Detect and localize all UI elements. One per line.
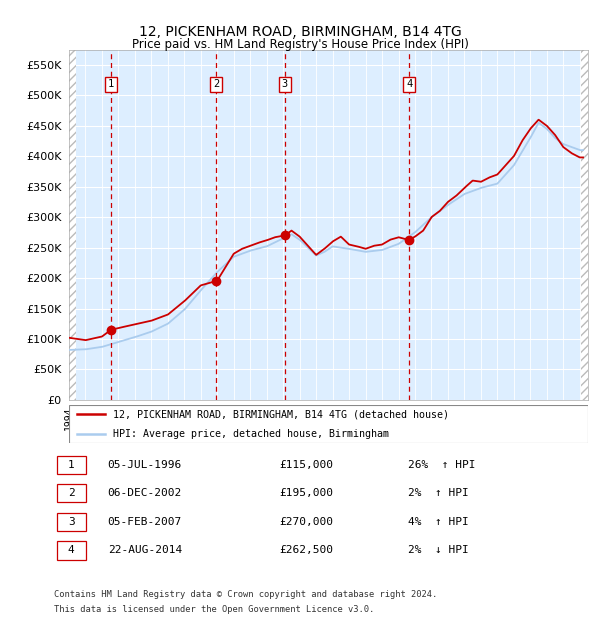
Text: Contains HM Land Registry data © Crown copyright and database right 2024.: Contains HM Land Registry data © Crown c… xyxy=(54,590,437,600)
Text: HPI: Average price, detached house, Birmingham: HPI: Average price, detached house, Birm… xyxy=(113,428,389,439)
Text: £195,000: £195,000 xyxy=(280,489,334,498)
Bar xyxy=(581,50,589,400)
Text: 4: 4 xyxy=(68,546,74,556)
Text: 26%  ↑ HPI: 26% ↑ HPI xyxy=(409,459,476,470)
Text: 3: 3 xyxy=(68,517,74,527)
Text: 22-AUG-2014: 22-AUG-2014 xyxy=(108,546,182,556)
Bar xyxy=(69,50,76,400)
Bar xyxy=(56,456,86,474)
Text: 2: 2 xyxy=(68,489,74,498)
Text: £115,000: £115,000 xyxy=(280,459,334,470)
Text: Price paid vs. HM Land Registry's House Price Index (HPI): Price paid vs. HM Land Registry's House … xyxy=(131,38,469,51)
Text: 06-DEC-2002: 06-DEC-2002 xyxy=(108,489,182,498)
Text: 3: 3 xyxy=(282,79,288,89)
Text: 05-JUL-1996: 05-JUL-1996 xyxy=(108,459,182,470)
Text: 4%  ↑ HPI: 4% ↑ HPI xyxy=(409,517,469,527)
Text: This data is licensed under the Open Government Licence v3.0.: This data is licensed under the Open Gov… xyxy=(54,605,374,614)
Text: 2%  ↑ HPI: 2% ↑ HPI xyxy=(409,489,469,498)
Text: 05-FEB-2007: 05-FEB-2007 xyxy=(108,517,182,527)
Text: £270,000: £270,000 xyxy=(280,517,334,527)
Text: £262,500: £262,500 xyxy=(280,546,334,556)
Text: 4: 4 xyxy=(406,79,412,89)
Text: 2: 2 xyxy=(213,79,219,89)
Text: 1: 1 xyxy=(68,459,74,470)
Bar xyxy=(56,513,86,531)
Text: 12, PICKENHAM ROAD, BIRMINGHAM, B14 4TG: 12, PICKENHAM ROAD, BIRMINGHAM, B14 4TG xyxy=(139,25,461,39)
Text: 2%  ↓ HPI: 2% ↓ HPI xyxy=(409,546,469,556)
Text: 12, PICKENHAM ROAD, BIRMINGHAM, B14 4TG (detached house): 12, PICKENHAM ROAD, BIRMINGHAM, B14 4TG … xyxy=(113,409,449,420)
Bar xyxy=(56,484,86,502)
Text: 1: 1 xyxy=(108,79,114,89)
Bar xyxy=(56,541,86,559)
